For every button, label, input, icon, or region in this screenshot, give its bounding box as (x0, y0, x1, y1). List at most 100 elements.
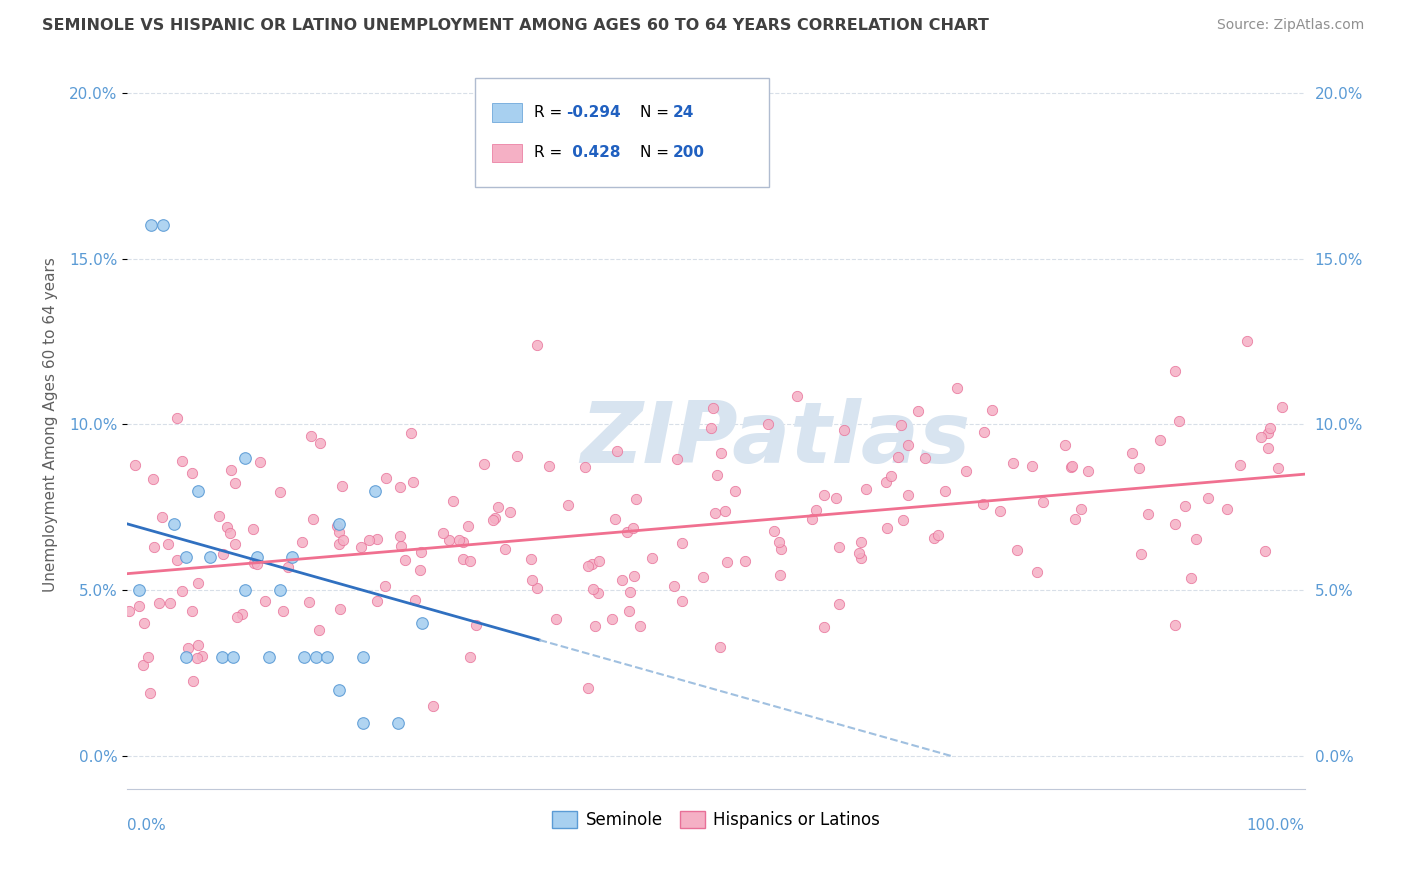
Point (187, 483, 209, 498)
Legend: Seminole, Hispanics or Latinos: Seminole, Hispanics or Latinos (546, 804, 886, 836)
Point (174, 649, 197, 664)
Point (277, 560, 299, 574)
Point (409, 563, 432, 577)
Point (325, 519, 347, 533)
Point (316, 649, 339, 664)
Point (1121, 446, 1143, 460)
Point (520, 552, 543, 566)
Point (388, 529, 411, 543)
Point (233, 583, 256, 598)
Point (176, 640, 198, 655)
Text: -0.294: -0.294 (567, 105, 621, 120)
Point (832, 423, 855, 437)
Point (299, 428, 322, 442)
Point (186, 638, 208, 652)
Point (246, 550, 269, 565)
Point (813, 620, 835, 634)
Point (662, 579, 685, 593)
Point (576, 558, 599, 573)
Point (198, 550, 221, 565)
Point (328, 525, 350, 540)
Point (172, 454, 194, 468)
Point (671, 536, 693, 550)
Point (934, 483, 956, 498)
Point (166, 411, 188, 425)
Y-axis label: Unemployment Among Ages 60 to 64 years: Unemployment Among Ages 60 to 64 years (44, 257, 58, 592)
Point (734, 554, 756, 568)
Point (350, 541, 373, 555)
Point (404, 593, 426, 607)
Point (769, 568, 792, 582)
Point (1216, 502, 1239, 516)
Point (374, 471, 396, 485)
Point (328, 682, 350, 697)
Point (181, 674, 204, 689)
Point (411, 616, 433, 631)
Point (1250, 430, 1272, 444)
Point (506, 449, 529, 463)
Point (800, 512, 823, 526)
Text: N =: N = (640, 105, 673, 120)
Text: 0.428: 0.428 (567, 145, 620, 161)
Point (828, 598, 851, 612)
Point (890, 417, 912, 432)
FancyBboxPatch shape (492, 144, 522, 161)
Point (309, 436, 332, 450)
Point (914, 451, 936, 466)
Point (702, 401, 724, 415)
Point (714, 504, 737, 518)
Point (301, 512, 323, 526)
Point (641, 550, 664, 565)
Point (526, 338, 548, 352)
Point (1197, 491, 1219, 505)
Point (174, 550, 197, 565)
Point (366, 532, 388, 546)
Point (472, 458, 495, 472)
Point (616, 525, 638, 540)
Point (703, 506, 725, 520)
Point (298, 595, 321, 609)
Point (1180, 571, 1202, 585)
Point (576, 681, 599, 695)
Point (451, 552, 474, 566)
Point (666, 452, 689, 467)
Point (366, 594, 388, 608)
Point (281, 550, 304, 565)
Point (226, 609, 249, 624)
Text: N =: N = (640, 145, 673, 161)
Point (457, 518, 479, 533)
Point (825, 491, 848, 505)
Point (187, 576, 209, 591)
Point (224, 475, 246, 490)
Point (142, 472, 165, 486)
Point (159, 595, 181, 609)
Point (1164, 364, 1187, 378)
Point (700, 421, 723, 435)
Point (806, 503, 828, 517)
Point (142, 541, 165, 555)
Point (769, 541, 792, 556)
Point (927, 527, 949, 541)
Point (1060, 458, 1083, 473)
Point (946, 381, 969, 395)
Point (626, 491, 648, 506)
Point (581, 557, 603, 571)
Point (139, 219, 162, 233)
Point (152, 219, 174, 233)
Point (269, 485, 291, 500)
Point (215, 519, 238, 533)
Point (269, 583, 291, 598)
Point (253, 593, 276, 607)
Point (186, 651, 208, 665)
Point (706, 467, 728, 482)
Point (582, 582, 605, 596)
Point (219, 525, 242, 540)
Point (709, 640, 731, 654)
Point (586, 586, 609, 600)
Point (432, 526, 454, 541)
Point (848, 546, 870, 560)
Point (222, 649, 245, 664)
Point (583, 619, 606, 633)
Point (1257, 425, 1279, 440)
Point (1229, 458, 1251, 473)
